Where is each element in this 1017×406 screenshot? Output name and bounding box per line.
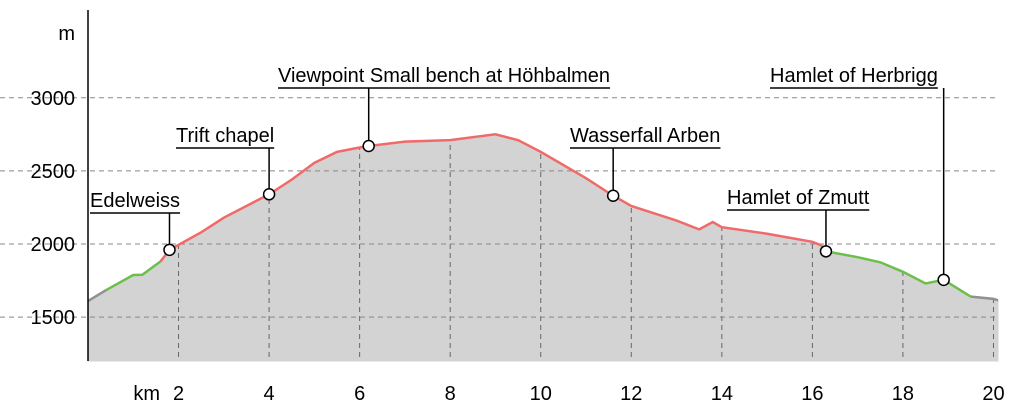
x-tick-label: 2: [173, 383, 184, 405]
waypoint-label: Trift chapel: [176, 125, 274, 147]
y-tick-label: 2500: [31, 161, 76, 183]
waypoint: Trift chapel: [176, 125, 276, 201]
profile-line: [105, 260, 162, 292]
waypoint-label: Viewpoint Small bench at Höhbalmen: [278, 65, 610, 87]
x-tick-label: 8: [445, 383, 456, 405]
waypoint: Viewpoint Small bench at Höhbalmen: [278, 65, 611, 153]
waypoint: Hamlet of Herbrigg: [770, 65, 950, 287]
x-tick-label: 4: [264, 383, 275, 405]
x-axis-label: km: [133, 383, 160, 405]
waypoint-marker: [362, 139, 375, 153]
waypoint: Hamlet of Zmutt: [727, 187, 870, 258]
waypoint-marker: [262, 188, 276, 201]
waypoint-marker: [937, 273, 950, 287]
waypoint-label: Wasserfall Arben: [570, 125, 720, 147]
waypoint: Edelweiss: [90, 190, 181, 257]
waypoint-label: Hamlet of Herbrigg: [770, 65, 938, 87]
waypoint: Wasserfall Arben: [570, 125, 721, 202]
x-tick-label: 10: [530, 383, 552, 405]
x-tick-label: 18: [892, 383, 914, 405]
waypoint-label: Edelweiss: [90, 190, 180, 212]
y-tick-label: 3000: [31, 88, 76, 110]
x-tick-label: 12: [620, 383, 642, 405]
x-tick-label: 14: [711, 383, 733, 405]
waypoint-label: Hamlet of Zmutt: [727, 187, 870, 209]
y-tick-label: 2000: [31, 234, 76, 256]
x-tick-label: 6: [354, 383, 365, 405]
profile-line: [970, 295, 999, 302]
y-tick-label: 1500: [31, 307, 76, 329]
x-tick-label: 20: [982, 383, 1004, 405]
waypoint-marker: [606, 189, 620, 202]
area: [105, 260, 161, 362]
waypoint-marker: [163, 243, 176, 257]
x-tick-label: 16: [801, 383, 823, 405]
y-axis-label: m: [58, 23, 75, 45]
area: [820, 243, 972, 362]
profile-line: [87, 288, 107, 303]
waypoint-marker: [819, 245, 833, 258]
